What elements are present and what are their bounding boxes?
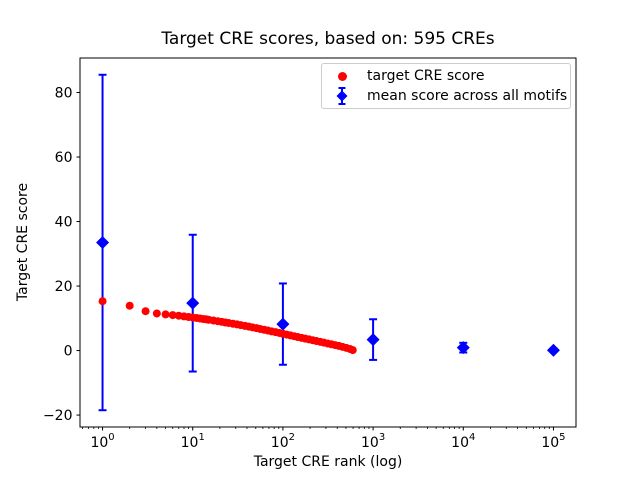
mean-diamond	[366, 333, 380, 347]
mean-diamond	[546, 343, 560, 357]
mean-series	[96, 73, 560, 412]
mean-diamond	[276, 317, 290, 331]
legend: target CRE score mean score across all m…	[321, 63, 571, 109]
x-tick-label: 100	[90, 432, 114, 451]
mean-diamond	[96, 236, 110, 249]
y-tick-label: 20	[55, 279, 73, 295]
target-point	[141, 307, 150, 316]
target-point	[168, 311, 177, 320]
target-point	[98, 297, 107, 306]
y-tick-label: −20	[43, 408, 73, 424]
x-tick-label: 103	[361, 432, 385, 451]
legend-entry-mean-score: mean score across all motifs	[326, 86, 568, 106]
legend-label-target-score: target CRE score	[367, 68, 485, 84]
x-tick-label: 102	[271, 432, 295, 451]
red-circle-marker-icon	[326, 71, 358, 81]
series-layer	[96, 73, 560, 412]
chart-title: Target CRE scores, based on: 595 CREs	[161, 29, 495, 49]
plot-border	[79, 57, 577, 428]
x-axis-label: Target CRE rank (log)	[253, 454, 403, 470]
legend-entry-target-score: target CRE score	[326, 66, 566, 86]
target-point	[348, 346, 357, 355]
target-point	[161, 310, 170, 319]
axes-layer: 100 101 102 103 104 105 −20 0 20 40 60 80	[43, 57, 577, 451]
x-tick-label: 105	[541, 432, 565, 451]
y-tick-label: 0	[64, 344, 73, 360]
mean-diamond	[186, 296, 200, 310]
y-tick-label: 60	[55, 150, 73, 166]
x-tick-label: 101	[181, 432, 205, 451]
blue-diamond-errorbar-marker-icon	[326, 86, 358, 106]
y-tick-label: 80	[55, 86, 73, 102]
mean-diamond	[456, 341, 470, 355]
legend-label-mean-score: mean score across all motifs	[367, 88, 568, 104]
target-point	[125, 301, 134, 310]
target-score-series	[98, 297, 357, 355]
y-axis-label: Target CRE score	[15, 183, 31, 302]
target-point	[152, 309, 161, 318]
x-tick-label: 104	[451, 432, 475, 451]
y-tick-label: 40	[55, 215, 73, 231]
